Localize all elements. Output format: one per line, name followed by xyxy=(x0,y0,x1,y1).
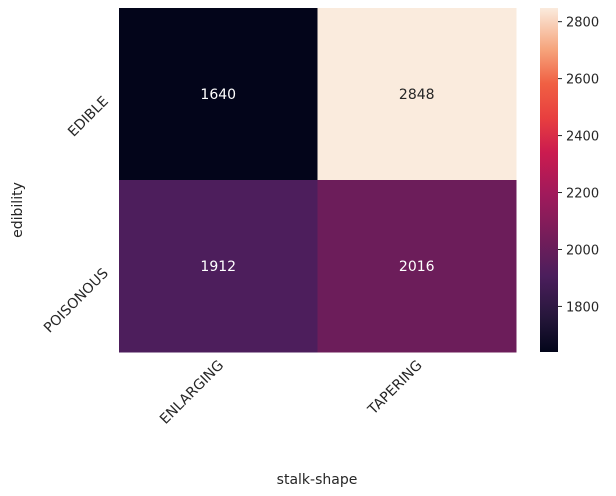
x-tick-label: ENLARGING xyxy=(157,358,227,428)
y-tick-labels: EDIBLE POISONOUS xyxy=(41,94,112,337)
heatmap-cell xyxy=(317,180,517,353)
colorbar-ticks: 1800 2000 2200 2400 2600 2800 xyxy=(558,16,599,315)
heatmap-cell xyxy=(119,180,318,353)
heatmap-cell xyxy=(119,8,318,181)
cell-value-label: 2016 xyxy=(399,259,435,275)
colorbar-tick-label: 2000 xyxy=(566,243,599,258)
colorbar-tick-label: 2400 xyxy=(566,130,599,145)
colorbar-tick-label: 1800 xyxy=(566,300,599,315)
x-tick-labels: ENLARGING TAPERING xyxy=(157,358,426,428)
colorbar-tick-label: 2800 xyxy=(566,16,599,31)
cell-value-label: 1640 xyxy=(200,87,236,103)
y-tick-label: POISONOUS xyxy=(41,265,112,336)
heatmap-cells: 1640 2848 1912 2016 xyxy=(119,8,517,353)
x-tick-label: TAPERING xyxy=(364,358,425,419)
cell-value-label: 2848 xyxy=(399,87,435,103)
colorbar-tick-label: 2600 xyxy=(566,73,599,88)
y-tick-label: EDIBLE xyxy=(65,94,112,141)
heatmap-cell xyxy=(317,8,517,181)
colorbar-gradient xyxy=(540,8,558,352)
colorbar: 1800 2000 2200 2400 2600 2800 xyxy=(540,8,599,352)
colorbar-tick-label: 2200 xyxy=(566,187,599,202)
y-axis-title: edibility xyxy=(10,182,26,238)
x-axis-title: stalk-shape xyxy=(277,472,358,488)
cell-value-label: 1912 xyxy=(200,259,236,275)
